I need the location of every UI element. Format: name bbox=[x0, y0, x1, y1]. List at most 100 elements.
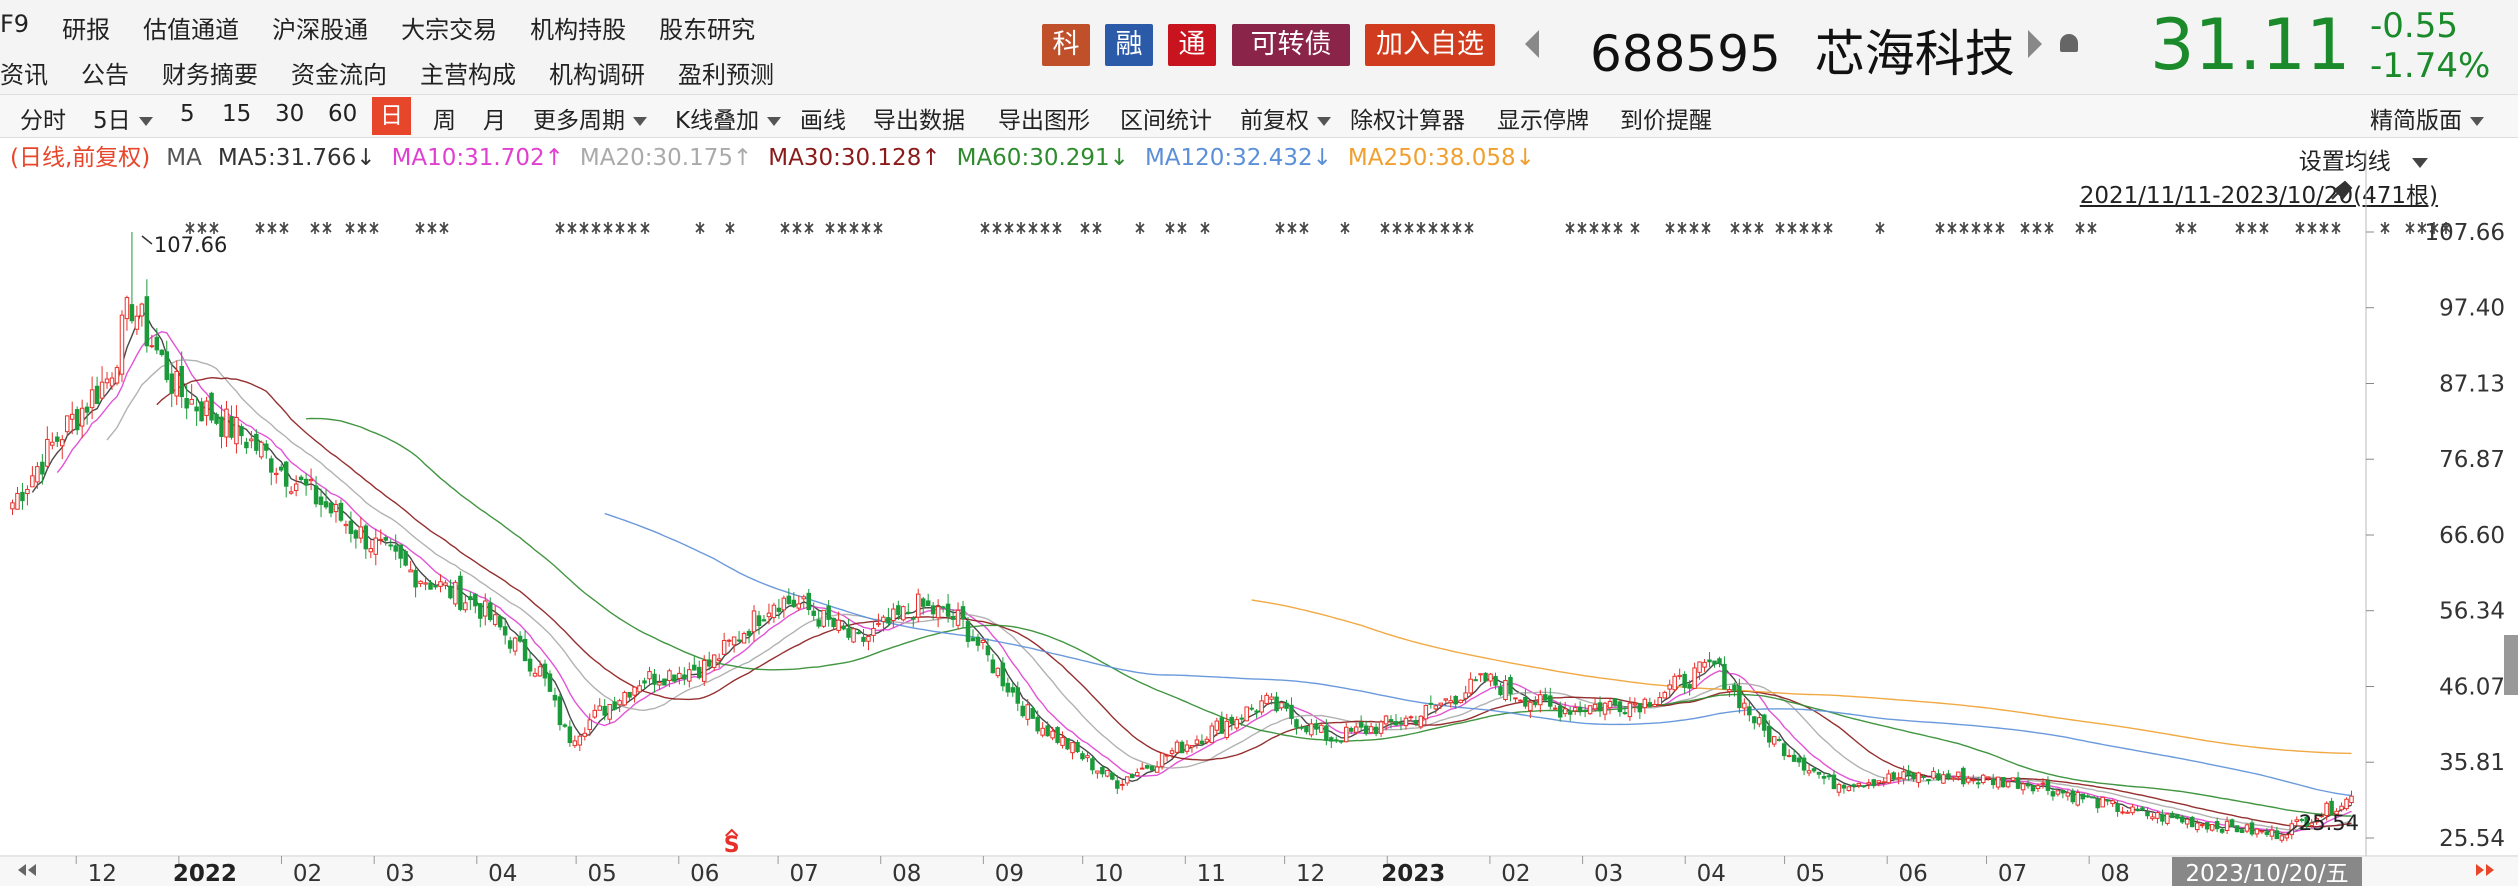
event-marker-icon bbox=[792, 222, 802, 234]
toolbar-item-16[interactable]: 除权计算器 bbox=[1350, 108, 1465, 134]
ma-legend-item-2[interactable]: MA20:30.175↑ bbox=[579, 145, 753, 171]
nav-link-secondary-4[interactable]: 主营构成 bbox=[420, 61, 516, 89]
event-marker-icon bbox=[555, 222, 565, 234]
toolbar-item-17[interactable]: 显示停牌 bbox=[1497, 108, 1589, 134]
nav-link-secondary-1[interactable]: 公告 bbox=[81, 61, 129, 89]
toolbar-item-4[interactable]: 30 bbox=[275, 101, 305, 127]
toolbar-item-11[interactable]: 画线 bbox=[800, 108, 846, 134]
nav-link-primary-6[interactable]: 股东研究 bbox=[659, 16, 756, 44]
badge-2[interactable]: 通 bbox=[1168, 24, 1216, 66]
candle-body bbox=[40, 461, 45, 475]
vertical-scroll-handle[interactable] bbox=[2504, 635, 2518, 695]
event-marker-icon bbox=[2441, 222, 2451, 234]
candle-body bbox=[119, 314, 125, 375]
event-marker-icon bbox=[1287, 222, 1297, 234]
badge-4[interactable]: 加入自选 bbox=[1365, 24, 1495, 66]
toolbar-item-18[interactable]: 到价提醒 bbox=[1620, 108, 1712, 134]
candle-body bbox=[1199, 740, 1205, 745]
candle-body bbox=[1194, 739, 1200, 745]
badge-0[interactable]: 科 bbox=[1042, 24, 1090, 66]
candle-body bbox=[318, 496, 324, 505]
nav-link-primary-3[interactable]: 沪深股通 bbox=[272, 16, 369, 44]
nav-link-secondary-2[interactable]: 财务摘要 bbox=[162, 61, 258, 89]
candle-body bbox=[2130, 806, 2135, 814]
nav-link-primary-2[interactable]: 估值通道 bbox=[143, 16, 240, 44]
toolbar-item-8[interactable]: 月 bbox=[483, 108, 506, 134]
candle-body bbox=[283, 461, 289, 487]
candle-body bbox=[2115, 803, 2120, 812]
candle-body bbox=[2060, 789, 2066, 794]
event-marker-icon bbox=[1613, 222, 1623, 234]
event-marker-icon bbox=[873, 222, 883, 234]
candle-body bbox=[234, 416, 239, 445]
candle-body bbox=[1164, 754, 1170, 757]
candle-body bbox=[1941, 774, 1946, 784]
y-tick-label-4: 66.60 bbox=[2439, 523, 2505, 549]
toolbar-item-13[interactable]: 导出图形 bbox=[998, 108, 1090, 134]
prev-stock-icon[interactable] bbox=[1525, 30, 1539, 58]
ma-settings-label: 设置均线 bbox=[2298, 149, 2391, 175]
candle-body bbox=[1284, 702, 1289, 709]
nav-link-primary-4[interactable]: 大宗交易 bbox=[401, 16, 498, 44]
toolbar-item-10[interactable]: K线叠加 bbox=[675, 101, 782, 135]
ma-legend-item-3[interactable]: MA30:30.128↑ bbox=[768, 145, 941, 171]
ma-legend-item-6[interactable]: MA250:38.058↓ bbox=[1347, 145, 1535, 171]
next-stock-icon[interactable] bbox=[2028, 30, 2042, 58]
candle-body bbox=[303, 478, 309, 486]
candle-body bbox=[323, 501, 329, 508]
ma-legend-item-1[interactable]: MA10:31.702↑ bbox=[391, 145, 564, 171]
toolbar-item-6[interactable]: 日 bbox=[372, 97, 411, 135]
nav-link-secondary-5[interactable]: 机构调研 bbox=[549, 61, 645, 89]
toolbar-item-5[interactable]: 60 bbox=[328, 101, 358, 127]
ma-legend-item-4[interactable]: MA60:30.291↓ bbox=[956, 145, 1129, 171]
nav-link-primary-5[interactable]: 机构持股 bbox=[530, 16, 627, 44]
bell-icon[interactable] bbox=[2060, 34, 2078, 52]
event-marker-icon bbox=[2075, 222, 2085, 234]
toolbar-item-2[interactable]: 5 bbox=[180, 101, 195, 127]
scroll-left-icon[interactable] bbox=[18, 864, 36, 876]
badge-1[interactable]: 融 bbox=[1105, 24, 1153, 66]
candle-body bbox=[1632, 702, 1638, 706]
nav-link-secondary-0[interactable]: 资讯 bbox=[0, 61, 48, 89]
toolbar-item-3[interactable]: 15 bbox=[222, 101, 252, 127]
candle-body bbox=[129, 304, 135, 322]
event-marker-icon bbox=[2295, 222, 2305, 234]
event-marker-icon bbox=[725, 222, 735, 234]
candle-body bbox=[1980, 774, 1986, 784]
ma-settings-button[interactable]: 设置均线 bbox=[2299, 142, 2428, 176]
ma-legend-item-0[interactable]: MA5:31.766↓ bbox=[217, 145, 376, 171]
event-marker-icon bbox=[992, 222, 1002, 234]
candle-body bbox=[1398, 722, 1404, 725]
toolbar-item-12[interactable]: 导出数据 bbox=[873, 108, 965, 134]
candle-body bbox=[2224, 820, 2230, 831]
event-marker-icon bbox=[695, 222, 705, 234]
toolbar-item-9[interactable]: 更多周期 bbox=[533, 101, 647, 135]
nav-link-secondary-6[interactable]: 盈利预测 bbox=[678, 61, 774, 89]
nav-link-primary-0[interactable]: F9 bbox=[0, 10, 30, 38]
candle-body bbox=[249, 438, 254, 442]
candle-body bbox=[851, 628, 856, 643]
candle-body bbox=[1224, 720, 1230, 738]
event-marker-icon bbox=[2259, 222, 2269, 234]
toolbar-item-0[interactable]: 分时 bbox=[20, 108, 66, 134]
ma-legend-item-5[interactable]: MA120:32.432↓ bbox=[1144, 145, 1332, 171]
nav-link-primary-1[interactable]: 研报 bbox=[62, 16, 111, 44]
scroll-right-icon[interactable] bbox=[2476, 864, 2494, 876]
pin-icon[interactable] bbox=[2331, 180, 2353, 200]
toolbar-item-7[interactable]: 周 bbox=[433, 108, 456, 134]
nav-link-secondary-3[interactable]: 资金流向 bbox=[291, 61, 387, 89]
ma-line-ma250 bbox=[1251, 599, 2352, 755]
toolbar-item-14[interactable]: 区间统计 bbox=[1120, 108, 1212, 134]
event-marker-icon bbox=[197, 222, 207, 234]
toolbar-item-15[interactable]: 前复权 bbox=[1240, 101, 1331, 135]
toolbar-item-1[interactable]: 5日 bbox=[93, 101, 153, 135]
compact-layout-button[interactable]: 精简版面 bbox=[2370, 101, 2484, 135]
candle-body bbox=[1921, 775, 1926, 778]
candle-body bbox=[1040, 727, 1045, 736]
badge-3[interactable]: 可转债 bbox=[1232, 24, 1350, 66]
annotation-arrow-1 bbox=[2286, 825, 2298, 835]
candle-body bbox=[2294, 819, 2300, 822]
candle-body bbox=[30, 475, 35, 488]
candle-body bbox=[816, 619, 821, 627]
